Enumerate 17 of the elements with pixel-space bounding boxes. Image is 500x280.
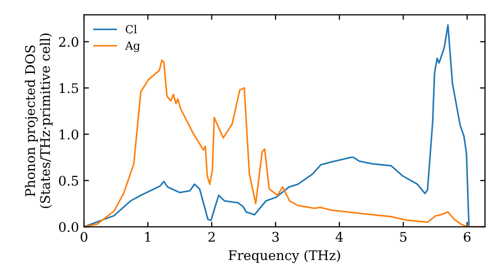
legend-label: Ag bbox=[125, 41, 140, 52]
x-tick-label: 0 bbox=[80, 232, 88, 242]
line-series bbox=[84, 24, 470, 227]
x-axis-title: Frequency (THz) bbox=[228, 250, 340, 263]
y-axis-title: Phonon projected DOS (States/THz·primitive cell) bbox=[24, 34, 53, 208]
legend-label: Cl bbox=[126, 24, 137, 34]
x-tick-label: 2 bbox=[208, 232, 215, 242]
x-tick-label: 6 bbox=[464, 232, 470, 242]
x-tick-label: 4 bbox=[336, 232, 343, 242]
y-tick-label: 0.0 bbox=[59, 222, 78, 232]
x-tick-label: 5 bbox=[400, 232, 406, 242]
x-tick-label: 1 bbox=[145, 232, 150, 242]
y-tick-label: 1.5 bbox=[60, 83, 78, 94]
x-tick-label: 3 bbox=[272, 232, 279, 242]
y-tick-label: 1.0 bbox=[60, 129, 78, 140]
y-tick-label: 2.0 bbox=[59, 36, 78, 47]
y-tick-label: 0.5 bbox=[59, 176, 78, 186]
